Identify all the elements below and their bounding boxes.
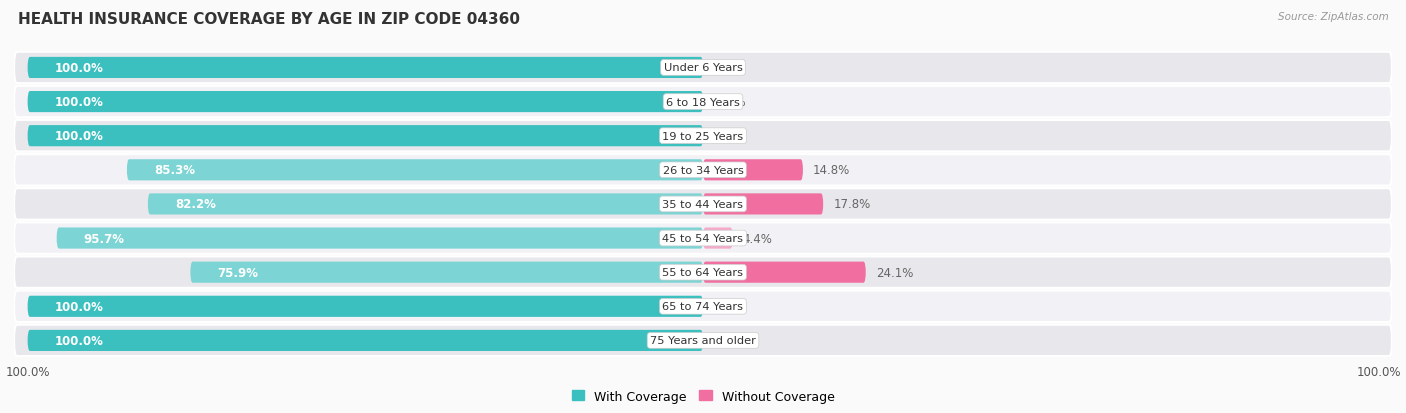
FancyBboxPatch shape [14, 325, 1392, 356]
Text: 0.0%: 0.0% [717, 334, 747, 347]
Text: 100.0%: 100.0% [55, 300, 104, 313]
Text: 4.4%: 4.4% [742, 232, 773, 245]
FancyBboxPatch shape [28, 296, 703, 317]
Text: HEALTH INSURANCE COVERAGE BY AGE IN ZIP CODE 04360: HEALTH INSURANCE COVERAGE BY AGE IN ZIP … [18, 12, 520, 27]
Text: 26 to 34 Years: 26 to 34 Years [662, 166, 744, 176]
FancyBboxPatch shape [703, 160, 803, 181]
Text: 100.0%: 100.0% [55, 334, 104, 347]
Text: 55 to 64 Years: 55 to 64 Years [662, 268, 744, 278]
Text: 85.3%: 85.3% [153, 164, 195, 177]
Text: 19 to 25 Years: 19 to 25 Years [662, 131, 744, 141]
FancyBboxPatch shape [14, 257, 1392, 288]
FancyBboxPatch shape [127, 160, 703, 181]
Text: 75 Years and older: 75 Years and older [650, 336, 756, 346]
Text: 82.2%: 82.2% [174, 198, 215, 211]
FancyBboxPatch shape [703, 262, 866, 283]
FancyBboxPatch shape [190, 262, 703, 283]
FancyBboxPatch shape [28, 92, 703, 113]
Text: 100.0%: 100.0% [55, 96, 104, 109]
FancyBboxPatch shape [703, 194, 824, 215]
FancyBboxPatch shape [14, 121, 1392, 152]
FancyBboxPatch shape [14, 155, 1392, 186]
FancyBboxPatch shape [56, 228, 703, 249]
Text: 100.0%: 100.0% [55, 130, 104, 143]
Text: 95.7%: 95.7% [83, 232, 125, 245]
Legend: With Coverage, Without Coverage: With Coverage, Without Coverage [572, 390, 834, 403]
FancyBboxPatch shape [14, 87, 1392, 118]
FancyBboxPatch shape [14, 223, 1392, 254]
Text: 45 to 54 Years: 45 to 54 Years [662, 233, 744, 243]
Text: 65 to 74 Years: 65 to 74 Years [662, 301, 744, 311]
Text: 14.8%: 14.8% [813, 164, 851, 177]
Text: 0.0%: 0.0% [717, 130, 747, 143]
Text: 0.0%: 0.0% [717, 300, 747, 313]
FancyBboxPatch shape [703, 228, 733, 249]
Text: 100.0%: 100.0% [55, 62, 104, 75]
Text: 0.0%: 0.0% [717, 96, 747, 109]
FancyBboxPatch shape [28, 126, 703, 147]
Text: Under 6 Years: Under 6 Years [664, 63, 742, 73]
FancyBboxPatch shape [148, 194, 703, 215]
FancyBboxPatch shape [28, 330, 703, 351]
Text: 75.9%: 75.9% [218, 266, 259, 279]
Text: 6 to 18 Years: 6 to 18 Years [666, 97, 740, 107]
Text: 24.1%: 24.1% [876, 266, 914, 279]
FancyBboxPatch shape [14, 52, 1392, 84]
FancyBboxPatch shape [14, 189, 1392, 220]
FancyBboxPatch shape [14, 291, 1392, 322]
Text: Source: ZipAtlas.com: Source: ZipAtlas.com [1278, 12, 1389, 22]
Text: 17.8%: 17.8% [834, 198, 870, 211]
Text: 35 to 44 Years: 35 to 44 Years [662, 199, 744, 209]
Text: 0.0%: 0.0% [717, 62, 747, 75]
FancyBboxPatch shape [28, 58, 703, 79]
